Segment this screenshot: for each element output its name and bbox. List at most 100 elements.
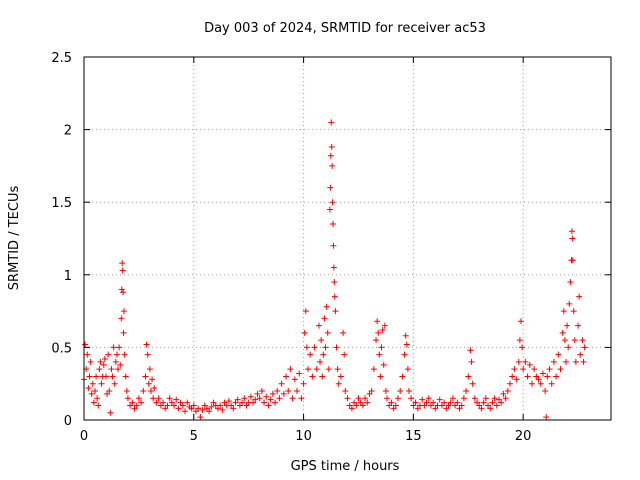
data-point: [327, 184, 334, 191]
data-point: [258, 387, 265, 394]
data-point: [86, 373, 93, 380]
data-point: [460, 395, 467, 402]
data-point: [304, 366, 311, 373]
data-point: [570, 308, 577, 315]
data-point: [419, 396, 426, 403]
data-point: [401, 351, 408, 358]
data-point: [274, 387, 281, 394]
data-point: [493, 402, 500, 409]
data-point: [287, 366, 294, 373]
data-point: [121, 351, 128, 358]
data-point: [380, 361, 387, 368]
data-point: [564, 322, 571, 329]
data-point: [388, 399, 395, 406]
data-point: [108, 366, 115, 373]
data-point: [326, 206, 333, 213]
data-point: [330, 220, 337, 227]
data-point: [331, 279, 338, 286]
data-point: [579, 337, 586, 344]
data-point: [115, 366, 122, 373]
data-point: [577, 351, 584, 358]
data-point: [184, 399, 191, 406]
data-point: [88, 390, 95, 397]
data-point: [182, 408, 189, 415]
data-point: [234, 396, 241, 403]
data-point: [403, 341, 410, 348]
x-tick-label: 0: [80, 429, 88, 444]
data-point: [280, 390, 287, 397]
data-point: [123, 387, 130, 394]
data-point: [332, 308, 339, 315]
data-point: [580, 358, 587, 365]
data-point: [145, 380, 152, 387]
data-point: [331, 293, 338, 300]
data-point: [111, 380, 118, 387]
data-point: [543, 414, 550, 421]
data-point: [489, 399, 496, 406]
data-point: [553, 373, 560, 380]
data-point: [155, 395, 162, 402]
data-point: [110, 344, 117, 351]
data-point: [300, 380, 307, 387]
data-point: [101, 356, 108, 363]
data-point: [120, 308, 127, 315]
data-point: [378, 344, 385, 351]
data-point: [379, 326, 386, 333]
data-point: [370, 366, 377, 373]
data-point: [340, 329, 347, 336]
data-point: [252, 396, 259, 403]
data-point: [138, 399, 145, 406]
data-point: [106, 387, 113, 394]
data-point: [317, 358, 324, 365]
data-point: [230, 405, 237, 412]
x-tick-label: 15: [405, 429, 422, 444]
data-point: [471, 395, 478, 402]
data-point: [208, 403, 215, 410]
data-point: [307, 351, 314, 358]
data-point: [500, 390, 507, 397]
data-point: [504, 387, 511, 394]
data-point: [330, 242, 337, 249]
data-point: [555, 351, 562, 358]
data-point: [166, 395, 173, 402]
data-point: [117, 361, 124, 368]
data-point: [482, 395, 489, 402]
data-point: [480, 399, 487, 406]
data-point: [309, 373, 316, 380]
data-point: [567, 279, 574, 286]
data-point: [276, 395, 283, 402]
data-point: [374, 318, 381, 325]
data-point: [84, 351, 91, 358]
data-point: [329, 162, 336, 169]
data-point: [364, 399, 371, 406]
data-point: [423, 399, 430, 406]
data-point: [522, 358, 529, 365]
data-point: [327, 152, 334, 159]
data-point: [118, 315, 125, 322]
data-point: [430, 399, 437, 406]
data-point: [425, 395, 432, 402]
data-point: [109, 373, 116, 380]
data-point: [225, 398, 232, 405]
y-axis-label: SRMTID / TECUs: [7, 186, 22, 291]
data-point: [344, 395, 351, 402]
data-point: [90, 399, 97, 406]
data-point: [341, 351, 348, 358]
data-point: [325, 366, 332, 373]
data-point: [301, 329, 308, 336]
data-point: [256, 395, 263, 402]
data-point: [392, 402, 399, 409]
data-point: [321, 315, 328, 322]
data-point: [328, 119, 335, 126]
data-point: [89, 380, 96, 387]
y-tick-label: 1: [64, 269, 72, 284]
data-point: [206, 408, 213, 415]
data-point: [441, 399, 448, 406]
data-point: [318, 337, 325, 344]
data-point: [569, 235, 576, 242]
data-point: [85, 385, 92, 392]
data-point: [353, 402, 360, 409]
data-point: [324, 329, 331, 336]
data-point: [447, 399, 454, 406]
data-point: [124, 395, 131, 402]
